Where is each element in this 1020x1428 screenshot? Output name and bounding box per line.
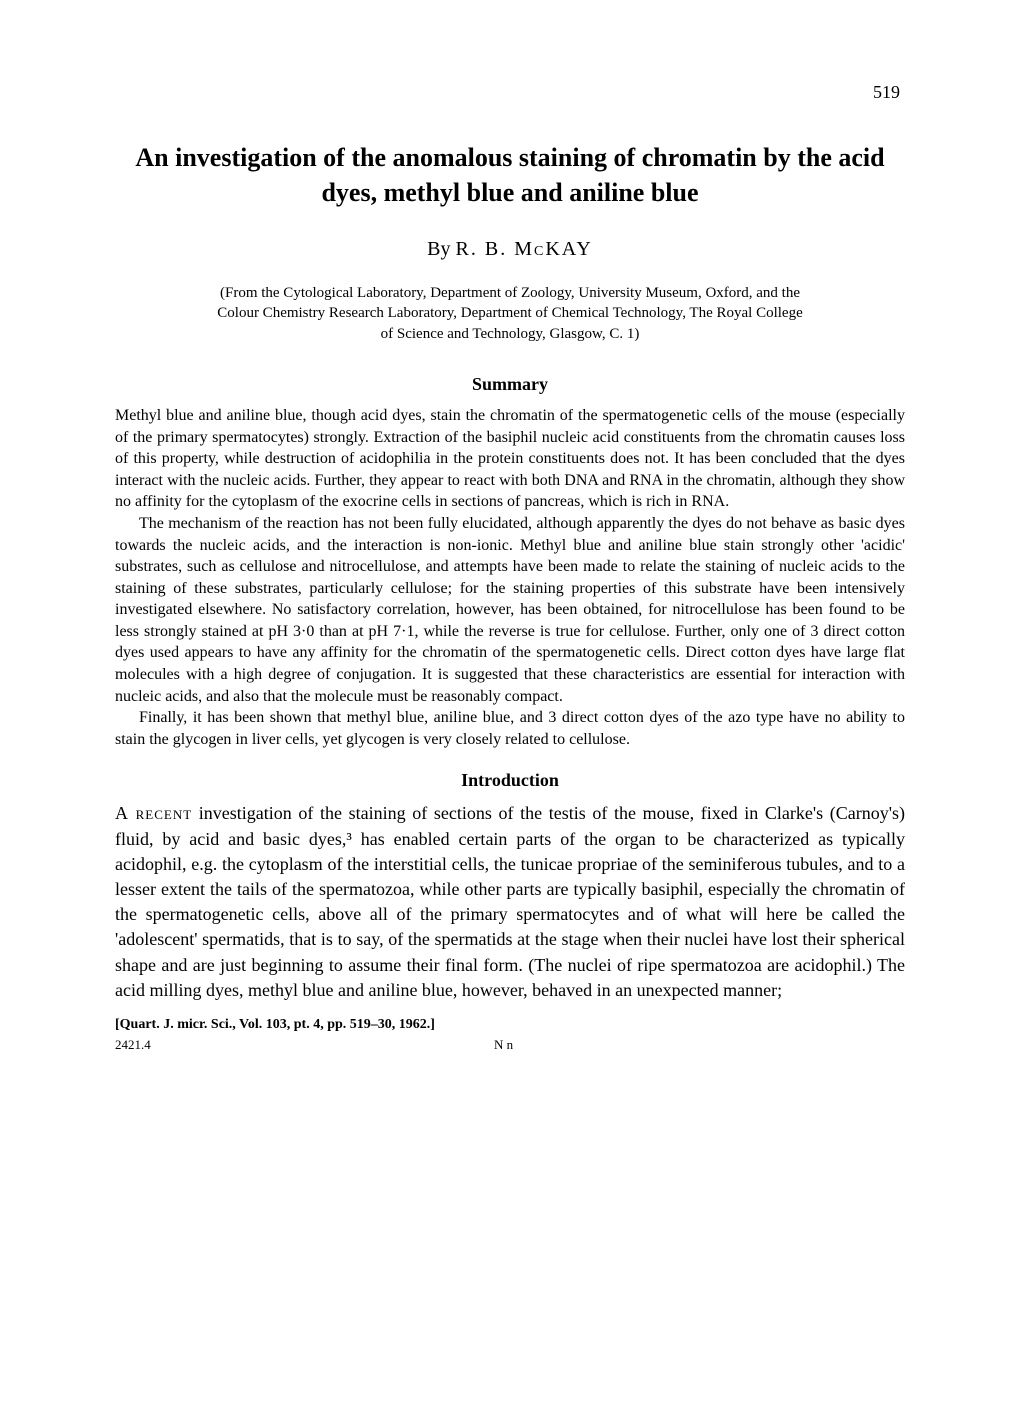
page-number: 519 (873, 82, 900, 103)
summary-paragraph-1: Methyl blue and aniline blue, though aci… (115, 405, 905, 513)
intro-lead-caps: A recent (115, 803, 192, 823)
folio-signature: N n (494, 1037, 513, 1053)
folio-number: 2421.4 (115, 1037, 151, 1052)
author-prefix: By (427, 238, 455, 260)
affiliation: (From the Cytological Laboratory, Depart… (210, 283, 810, 344)
intro-rest: investigation of the staining of section… (115, 803, 905, 999)
article-title: An investigation of the anomalous staini… (115, 140, 905, 210)
author-line: By R. B. McKAY (115, 238, 905, 261)
summary-paragraph-2: The mechanism of the reaction has not be… (115, 513, 905, 707)
introduction-heading: Introduction (115, 770, 905, 791)
journal-citation: [Quart. J. micr. Sci., Vol. 103, pt. 4, … (115, 1017, 905, 1033)
folio-line: 2421.4 N n (115, 1037, 905, 1053)
summary-paragraph-3: Finally, it has been shown that methyl b… (115, 707, 905, 750)
introduction-paragraph-1: A recent investigation of the staining o… (115, 801, 905, 1003)
author-name: R. B. McKAY (456, 238, 593, 260)
summary-heading: Summary (115, 374, 905, 395)
